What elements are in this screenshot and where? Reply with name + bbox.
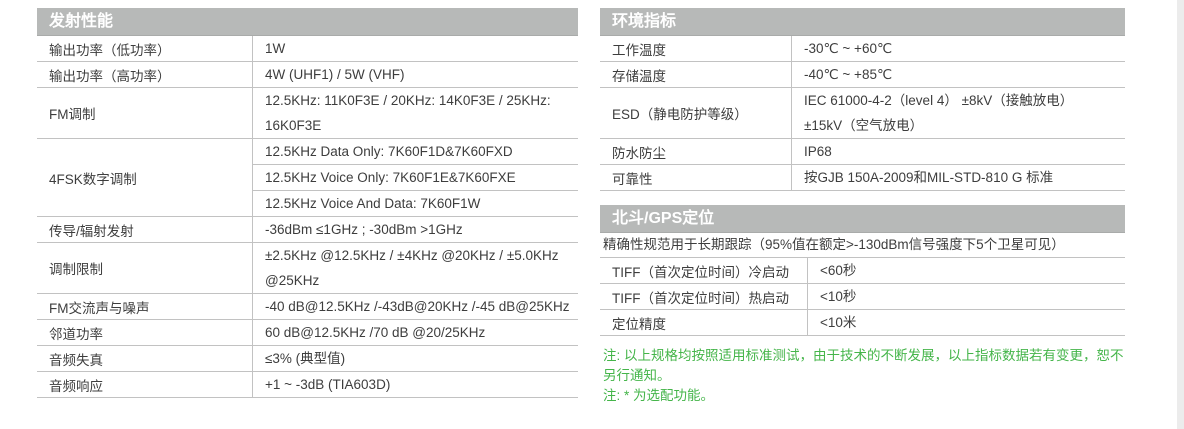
table-row: FM调制 12.5KHz: 11K0F3E / 20KHz: 14K0F3E /…	[37, 88, 578, 139]
spec-label: 定位精度	[600, 310, 808, 335]
scrollbar-track[interactable]	[1177, 0, 1184, 429]
spec-subvalue: 12.5KHz Voice And Data: 7K60F1W	[265, 196, 481, 211]
spec-value: 4W (UHF1) / 5W (VHF)	[265, 67, 405, 82]
gps-header: 北斗/GPS定位	[600, 205, 1125, 233]
spec-value: ≤3% (典型值)	[265, 351, 346, 366]
table-row: 存储温度 -40℃ ~ +85℃	[600, 62, 1125, 88]
footnotes: 注: 以上规格均按照适用标准测试，由于技术的不断发展，以上指标数据若有变更，恕不…	[600, 346, 1125, 406]
spec-value: 按GJB 150A-2009和MIL-STD-810 G 标准	[804, 170, 1054, 185]
spec-label: TIFF（首次定位时间）热启动	[600, 284, 808, 309]
spec-value: +1 ~ -3dB (TIA603D)	[265, 377, 391, 392]
spec-value: -30℃ ~ +60℃	[804, 41, 893, 56]
spec-value: 1W	[265, 41, 286, 56]
table-row: ESD（静电防护等级） IEC 61000-4-2（level 4） ±8kV（…	[600, 88, 1125, 139]
spec-value: <10秒	[820, 289, 857, 304]
spec-label: 传导/辐射发射	[37, 217, 253, 242]
table-row: 邻道功率 60 dB@12.5KHz /70 dB @20/25KHz	[37, 320, 578, 346]
spec-value: -40 dB@12.5KHz /-43dB@20KHz /-45 dB@25KH…	[265, 299, 570, 314]
table-row: 输出功率（高功率） 4W (UHF1) / 5W (VHF)	[37, 62, 578, 88]
spec-label: 存储温度	[600, 62, 792, 87]
spec-label: 4FSK数字调制	[37, 139, 253, 216]
spec-value: IEC 61000-4-2（level 4） ±8kV（接触放电） ±15kV（…	[804, 93, 1074, 133]
table-row: TIFF（首次定位时间）热启动 <10秒	[600, 284, 1125, 310]
table-row-4fsk: 4FSK数字调制 12.5KHz Data Only: 7K60F1D&7K60…	[37, 139, 578, 217]
spec-value: <60秒	[820, 263, 857, 278]
spec-value: ±2.5KHz @12.5KHz / ±4KHz @20KHz / ±5.0KH…	[265, 248, 559, 288]
spec-label: 工作温度	[600, 36, 792, 61]
spec-label: ESD（静电防护等级）	[600, 88, 792, 138]
spec-label: 邻道功率	[37, 320, 253, 345]
spec-value: IP68	[804, 144, 832, 159]
spec-label: 音频响应	[37, 372, 253, 397]
footnote-standards: 注: 以上规格均按照适用标准测试，由于技术的不断发展，以上指标数据若有变更，恕不…	[603, 348, 1124, 383]
spec-value: -36dBm ≤1GHz ; -30dBm >1GHz	[265, 222, 463, 237]
gps-table: 北斗/GPS定位 精确性规范用于长期跟踪（95%值在额定>-130dBm信号强度…	[600, 205, 1125, 336]
spec-value: -40℃ ~ +85℃	[804, 67, 893, 82]
spec-label: 防水防尘	[600, 139, 792, 164]
spec-label: 输出功率（低功率）	[37, 36, 253, 61]
table-row: 音频失真 ≤3% (典型值)	[37, 346, 578, 372]
spec-label: TIFF（首次定位时间）冷启动	[600, 258, 808, 283]
table-row: 定位精度 <10米	[600, 310, 1125, 336]
spec-label: 调制限制	[37, 243, 253, 293]
table-row: 防水防尘 IP68	[600, 139, 1125, 165]
spec-value: 12.5KHz: 11K0F3E / 20KHz: 14K0F3E / 25KH…	[265, 93, 551, 133]
table-row: FM交流声与噪声 -40 dB@12.5KHz /-43dB@20KHz /-4…	[37, 294, 578, 320]
spec-value: 60 dB@12.5KHz /70 dB @20/25KHz	[265, 325, 486, 340]
spec-label: FM交流声与噪声	[37, 294, 253, 319]
spec-label: FM调制	[37, 88, 253, 138]
gps-subtitle: 精确性规范用于长期跟踪（95%值在额定>-130dBm信号强度下5个卫星可见）	[600, 233, 1125, 258]
table-row: 传导/辐射发射 -36dBm ≤1GHz ; -30dBm >1GHz	[37, 217, 578, 243]
environment-header: 环境指标	[600, 8, 1125, 36]
spec-label: 可靠性	[600, 165, 792, 190]
table-row: 音频响应 +1 ~ -3dB (TIA603D)	[37, 372, 578, 398]
table-row: 调制限制 ±2.5KHz @12.5KHz / ±4KHz @20KHz / ±…	[37, 243, 578, 294]
spec-label: 输出功率（高功率）	[37, 62, 253, 87]
spec-subvalue: 12.5KHz Voice Only: 7K60F1E&7K60FXE	[253, 165, 578, 191]
environment-table: 环境指标 工作温度 -30℃ ~ +60℃ 存储温度 -40℃ ~ +85℃ E…	[600, 8, 1125, 191]
table-row: 输出功率（低功率） 1W	[37, 36, 578, 62]
transmit-performance-header: 发射性能	[37, 8, 578, 36]
transmit-performance-table: 发射性能 输出功率（低功率） 1W 输出功率（高功率） 4W (UHF1) / …	[37, 8, 578, 398]
spec-value: <10米	[820, 315, 857, 330]
spec-value-group: 12.5KHz Data Only: 7K60F1D&7K60FXD 12.5K…	[253, 139, 578, 216]
spec-subvalue: 12.5KHz Data Only: 7K60F1D&7K60FXD	[253, 139, 578, 165]
spec-label: 音频失真	[37, 346, 253, 371]
table-row: 工作温度 -30℃ ~ +60℃	[600, 36, 1125, 62]
table-row: 可靠性 按GJB 150A-2009和MIL-STD-810 G 标准	[600, 165, 1125, 191]
table-row: TIFF（首次定位时间）冷启动 <60秒	[600, 258, 1125, 284]
footnote-optional: 注: * 为选配功能。	[603, 388, 715, 403]
